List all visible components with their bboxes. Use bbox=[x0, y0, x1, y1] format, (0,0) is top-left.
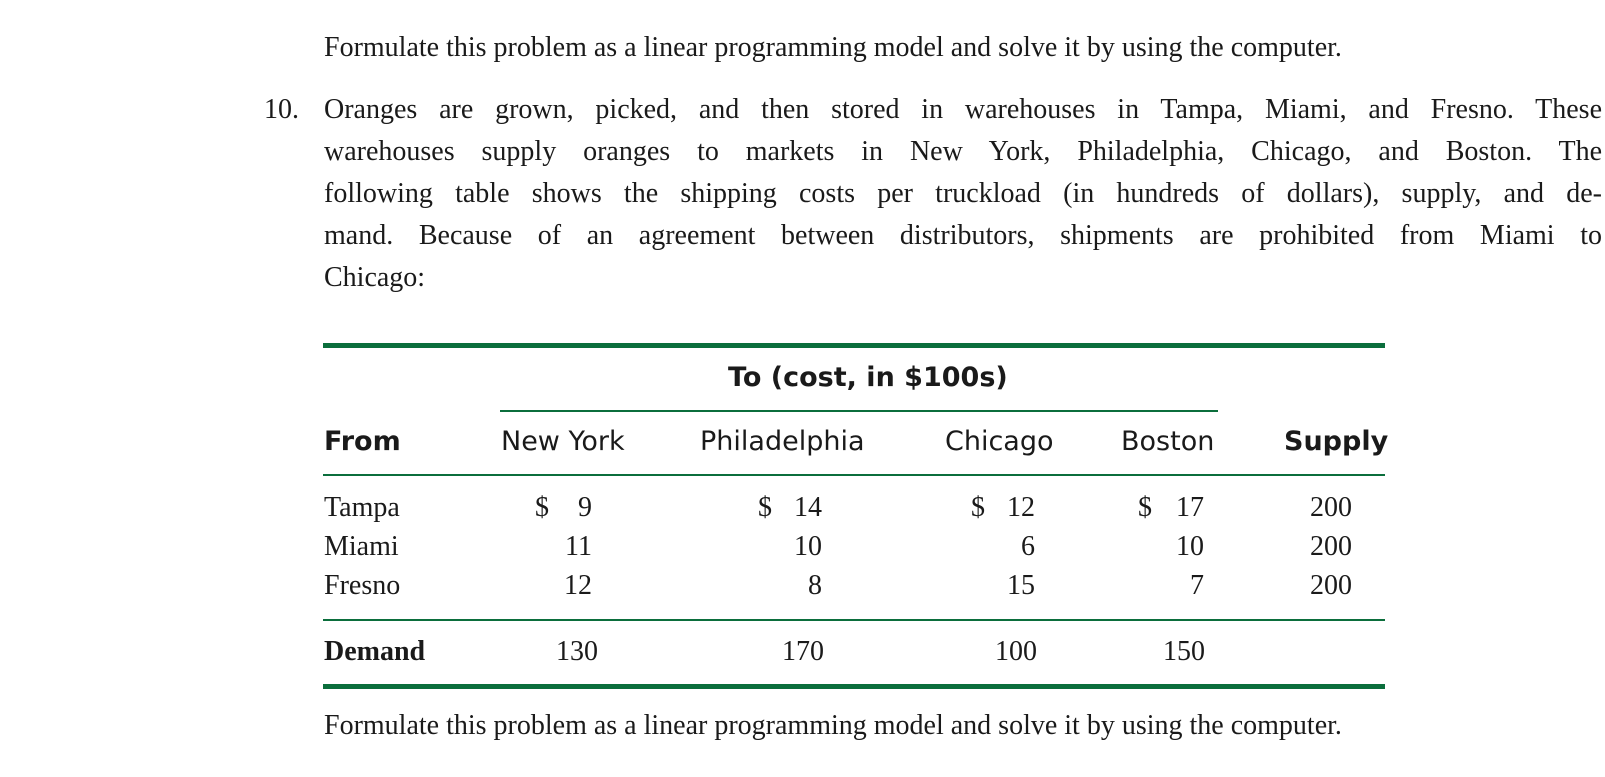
cost-cell: 6 bbox=[1021, 531, 1035, 562]
problem-number: 10. bbox=[264, 94, 299, 125]
demand-label: Demand bbox=[324, 636, 426, 667]
header-rule bbox=[323, 474, 1385, 476]
cost-cell: 10 bbox=[1176, 531, 1204, 562]
supply-cell: 200 bbox=[1310, 531, 1352, 562]
demand-rule bbox=[323, 619, 1385, 621]
cost-cell: 12 bbox=[1007, 492, 1035, 523]
cost-cell: 17 bbox=[1176, 492, 1204, 523]
column-header-philadelphia: Philadelphia bbox=[700, 426, 865, 457]
supply-header: Supply bbox=[1284, 426, 1389, 457]
cost-cell: 11 bbox=[565, 531, 592, 562]
cost-cell: 8 bbox=[808, 570, 822, 601]
demand-cell: 100 bbox=[995, 636, 1037, 667]
problem-line: warehouses supply oranges to markets in … bbox=[324, 136, 1602, 167]
dollar-sign: $ bbox=[758, 492, 772, 523]
problem-line: following table shows the shipping costs… bbox=[324, 178, 1602, 209]
cost-cell: 9 bbox=[578, 492, 592, 523]
from-header: From bbox=[324, 426, 401, 457]
demand-cell: 170 bbox=[782, 636, 824, 667]
column-header-boston: Boston bbox=[1121, 426, 1215, 457]
cost-cell: 10 bbox=[794, 531, 822, 562]
row-label-tampa: Tampa bbox=[324, 492, 400, 523]
table-top-rule bbox=[323, 343, 1385, 348]
row-label-fresno: Fresno bbox=[324, 570, 401, 601]
destination-spanner-header: To (cost, in $100s) bbox=[728, 362, 1008, 393]
row-label-miami: Miami bbox=[324, 531, 399, 562]
preceding-problem-instruction: Formulate this problem as a linear progr… bbox=[324, 32, 1342, 63]
column-header-new-york: New York bbox=[501, 426, 625, 457]
problem-instruction: Formulate this problem as a linear progr… bbox=[324, 710, 1342, 741]
problem-line: Oranges are grown, picked, and then stor… bbox=[324, 94, 1602, 125]
dollar-sign: $ bbox=[535, 492, 549, 523]
demand-cell: 150 bbox=[1163, 636, 1205, 667]
demand-cell: 130 bbox=[556, 636, 598, 667]
problem-line: Chicago: bbox=[324, 262, 426, 293]
supply-cell: 200 bbox=[1310, 570, 1352, 601]
problem-line: mand. Because of an agreement between di… bbox=[324, 220, 1602, 251]
cost-cell: 7 bbox=[1190, 570, 1204, 601]
dollar-sign: $ bbox=[1138, 492, 1152, 523]
supply-cell: 200 bbox=[1310, 492, 1352, 523]
dollar-sign: $ bbox=[971, 492, 985, 523]
column-header-chicago: Chicago bbox=[945, 426, 1054, 457]
problem-statement: Oranges are grown, picked, and then stor… bbox=[324, 89, 1602, 299]
spanner-rule bbox=[500, 410, 1218, 412]
cost-cell: 12 bbox=[564, 570, 592, 601]
cost-cell: 14 bbox=[794, 492, 822, 523]
table-bottom-rule bbox=[323, 684, 1385, 689]
cost-cell: 15 bbox=[1007, 570, 1035, 601]
